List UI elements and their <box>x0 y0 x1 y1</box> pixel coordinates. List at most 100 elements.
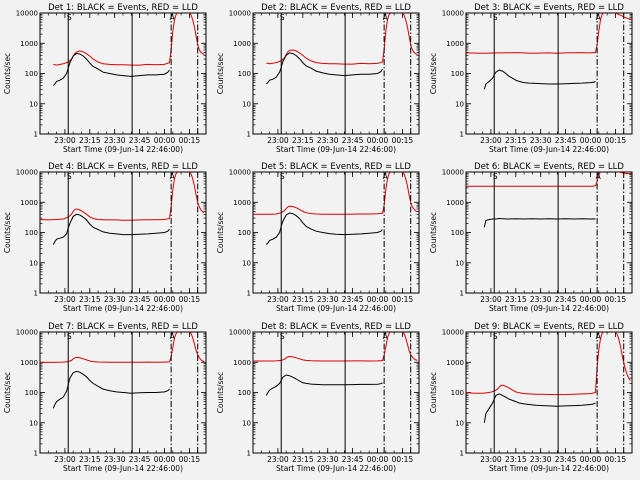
time-marker-label: A <box>596 332 602 341</box>
x-tick-label: 00:15 <box>605 136 627 145</box>
x-tick-label: 00:00 <box>367 295 389 304</box>
chart-title: Det 9: BLACK = Events, RED = LLD <box>474 322 624 332</box>
time-marker-label: S <box>67 13 72 22</box>
series-line-lld <box>253 172 418 215</box>
x-tick-label: 23:30 <box>104 295 126 304</box>
chart-panel-5: 1 10 100 1000 10000 23:00 23:15 23:30 23:45 00:00… <box>216 162 420 313</box>
series-line-lld <box>53 13 205 66</box>
time-marker-label: S <box>493 13 498 22</box>
y-tick-label: 1000 <box>20 199 38 207</box>
chart-panel-1: 1 10 100 1000 10000 23:00 23:15 23:30 23:45 00:00… <box>3 3 207 154</box>
time-marker-label: S <box>67 332 72 341</box>
y-tick-label: 10 <box>455 259 464 267</box>
x-tick-label: 23:00 <box>267 295 289 304</box>
y-tick-label: 100 <box>451 70 464 78</box>
y-axis-label: Counts/sec <box>216 53 225 94</box>
x-tick-label: 00:15 <box>605 455 627 464</box>
y-tick-label: 1000 <box>20 40 38 48</box>
series-line-events <box>52 52 170 86</box>
chart-panel-7: 1 10 100 1000 10000 23:00 23:15 23:30 23:45 00:00… <box>3 322 207 473</box>
y-axis-label: Counts/sec <box>3 372 12 413</box>
y-tick-label: 1000 <box>446 199 464 207</box>
y-axis-label: Counts/sec <box>429 53 438 94</box>
x-tick-label: 00:00 <box>580 295 602 304</box>
y-tick-label: 10000 <box>229 329 251 337</box>
x-tick-label: 23:30 <box>104 455 126 464</box>
x-tick-label: 23:00 <box>267 136 289 145</box>
chart-title: Det 5: BLACK = Events, RED = LLD <box>261 162 411 172</box>
y-tick-label: 10 <box>242 100 251 108</box>
chart-panel-3: 1 10 100 1000 10000 23:00 23:15 23:30 23:45 00:00… <box>429 3 633 154</box>
y-tick-label: 10 <box>29 100 38 108</box>
y-tick-label: 1 <box>34 290 38 298</box>
y-tick-label: 1000 <box>446 40 464 48</box>
series-line-events <box>52 370 170 409</box>
series-line-lld <box>253 332 418 362</box>
time-marker-label: A <box>170 172 176 181</box>
y-axis-label: Counts/sec <box>429 212 438 253</box>
x-axis-label: Start Time (09-Jun-14 22:46:00) <box>63 145 183 154</box>
x-tick-label: 23:30 <box>530 295 552 304</box>
x-tick-label: 23:00 <box>480 136 502 145</box>
x-tick-label: 23:45 <box>342 295 364 304</box>
y-tick-label: 10000 <box>16 169 38 177</box>
y-tick-label: 100 <box>238 229 251 237</box>
y-tick-label: 1000 <box>233 359 251 367</box>
x-tick-label: 23:45 <box>129 136 151 145</box>
chart-panel-4: 1 10 100 1000 10000 23:00 23:15 23:30 23:45 00:00… <box>3 162 207 313</box>
plot-frame <box>252 331 420 454</box>
y-tick-label: 10000 <box>229 169 251 177</box>
x-tick-label: 23:15 <box>505 295 527 304</box>
x-tick-label: 00:00 <box>154 295 176 304</box>
y-tick-label: 10000 <box>442 329 464 337</box>
x-tick-label: 23:45 <box>555 295 577 304</box>
y-axis-label: Counts/sec <box>3 53 12 94</box>
plot-frame <box>465 171 633 294</box>
y-tick-label: 1 <box>460 290 464 298</box>
y-tick-label: 100 <box>238 70 251 78</box>
chart-panel-9: 1 10 100 1000 10000 23:00 23:15 23:30 23:45 00:00… <box>429 322 633 473</box>
x-tick-label: 23:15 <box>292 136 314 145</box>
x-tick-label: 00:00 <box>367 136 389 145</box>
chart-title: Det 6: BLACK = Events, RED = LLD <box>474 162 624 172</box>
x-tick-label: 23:15 <box>505 455 527 464</box>
series-line-events <box>265 52 383 85</box>
x-tick-label: 23:45 <box>342 455 364 464</box>
x-tick-label: 23:15 <box>292 455 314 464</box>
y-axis-label: Counts/sec <box>216 212 225 253</box>
x-tick-label: 23:45 <box>129 455 151 464</box>
plot-frame <box>465 12 633 135</box>
x-tick-label: 23:00 <box>480 295 502 304</box>
time-marker-label: A <box>383 172 389 181</box>
x-tick-label: 23:15 <box>79 136 101 145</box>
y-tick-label: 1000 <box>233 199 251 207</box>
series-line-events <box>483 217 596 228</box>
series-line-events <box>265 212 383 245</box>
chart-title: Det 1: BLACK = Events, RED = LLD <box>48 3 198 13</box>
y-tick-label: 10 <box>29 419 38 427</box>
chart-panel-8: 1 10 100 1000 10000 23:00 23:15 23:30 23:45 00:00… <box>216 322 420 473</box>
time-marker-label: S <box>67 172 72 181</box>
time-marker-label: A <box>383 13 389 22</box>
x-tick-label: 23:15 <box>79 295 101 304</box>
y-tick-label: 1000 <box>446 359 464 367</box>
y-tick-label: 10 <box>455 419 464 427</box>
y-tick-label: 100 <box>25 229 38 237</box>
y-tick-label: 1 <box>247 290 251 298</box>
x-axis-label: Start Time (09-Jun-14 22:46:00) <box>489 145 609 154</box>
x-tick-label: 00:15 <box>392 136 414 145</box>
x-tick-label: 23:30 <box>530 136 552 145</box>
x-tick-label: 00:15 <box>392 455 414 464</box>
chart-title: Det 4: BLACK = Events, RED = LLD <box>48 162 198 172</box>
x-tick-label: 23:30 <box>317 455 339 464</box>
y-tick-label: 10000 <box>442 10 464 18</box>
y-tick-label: 1 <box>460 450 464 458</box>
x-axis-label: Start Time (09-Jun-14 22:46:00) <box>489 464 609 473</box>
x-tick-label: 00:15 <box>605 295 627 304</box>
x-tick-label: 00:00 <box>580 455 602 464</box>
time-marker-label: S <box>280 13 285 22</box>
x-axis-label: Start Time (09-Jun-14 22:46:00) <box>63 464 183 473</box>
x-axis-label: Start Time (09-Jun-14 22:46:00) <box>489 304 609 313</box>
x-tick-label: 23:15 <box>292 295 314 304</box>
x-tick-label: 23:45 <box>342 136 364 145</box>
